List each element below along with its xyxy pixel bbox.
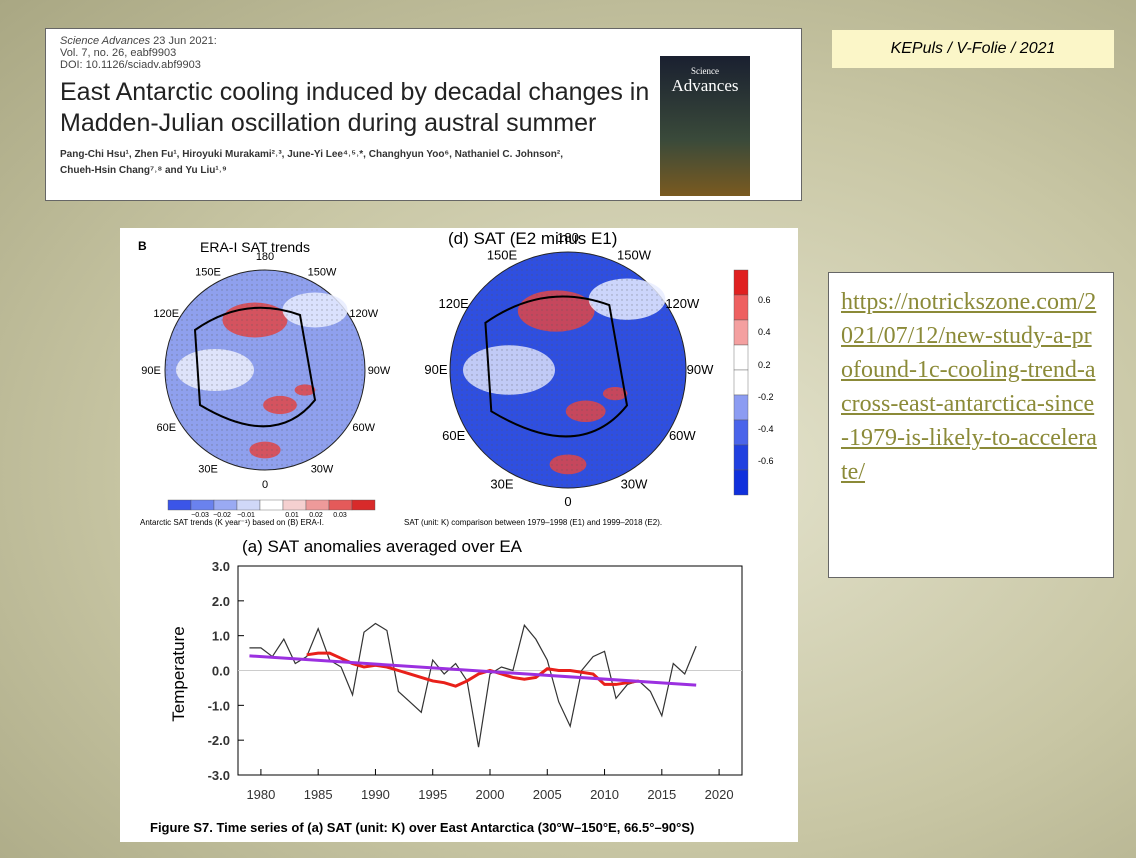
map-hatch [165, 270, 365, 470]
colorbar-cell [260, 500, 283, 510]
longitude-label: 60W [669, 428, 696, 443]
journal: Science Advances [60, 35, 150, 47]
y-tick-label: 2.0 [212, 594, 230, 609]
colorbar-cell [352, 500, 375, 510]
colorbar-label: -0.2 [758, 392, 774, 402]
series-line [249, 623, 696, 747]
longitude-label: 120E [153, 308, 179, 320]
x-tick-label: 2005 [533, 787, 562, 802]
x-tick-label: 2000 [476, 787, 505, 802]
longitude-label: 90E [141, 365, 161, 377]
colorbar-cell [734, 445, 748, 470]
cover-word: Science [660, 66, 750, 76]
y-tick-label: -1.0 [208, 698, 230, 713]
map-caption: SAT (unit: K) comparison between 1979–19… [404, 518, 662, 527]
longitude-label: 90E [424, 362, 447, 377]
longitude-label: 30E [198, 464, 218, 476]
longitude-label: 0 [262, 479, 268, 491]
colorbar-label: −0.01 [237, 512, 255, 519]
colorbar-label: 0.2 [758, 360, 771, 370]
x-tick-label: 2020 [705, 787, 734, 802]
chart-caption: Figure S7. Time series of (a) SAT (unit:… [150, 820, 694, 835]
colorbar-label: 0.4 [758, 327, 771, 337]
longitude-label: 90W [687, 362, 714, 377]
longitude-label: 60E [442, 428, 465, 443]
date: 23 Jun 2021: [153, 35, 217, 47]
map-caption: Antarctic SAT trends (K year⁻¹) based on… [140, 518, 324, 527]
colorbar-cell [734, 295, 748, 320]
y-tick-label: -3.0 [208, 768, 230, 783]
slide-tag: KEPuls / V-Folie / 2021 [832, 30, 1114, 68]
figure: B ERA-I SAT trends (d) SAT (E2 minus E1)… [120, 228, 798, 842]
map-hatch [450, 252, 686, 488]
colorbar-cell [329, 500, 352, 510]
colorbar-cell [734, 395, 748, 420]
x-tick-label: 1980 [246, 787, 275, 802]
panel-label: B [138, 239, 147, 253]
colorbar-label: -0.6 [758, 456, 774, 466]
colorbar-cell [734, 470, 748, 495]
longitude-label: 90W [368, 365, 391, 377]
colorbar-label: 0.6 [758, 295, 771, 305]
longitude-label: 150E [487, 248, 518, 263]
map-title: (d) SAT (E2 minus E1) [448, 229, 617, 248]
y-tick-label: 0.0 [212, 664, 230, 679]
colorbar-label: −0.03 [191, 512, 209, 519]
y-tick-label: 1.0 [212, 629, 230, 644]
colorbar-cell [237, 500, 260, 510]
colorbar-cell [734, 420, 748, 445]
colorbar-cell [734, 270, 748, 295]
colorbar-cell [734, 345, 748, 370]
longitude-label: 150W [308, 266, 337, 278]
cover-word: Advances [660, 76, 750, 96]
longitude-label: 120W [349, 308, 378, 320]
y-tick-label: 3.0 [212, 559, 230, 574]
colorbar-label: 0.01 [285, 512, 299, 519]
colorbar-cell [306, 500, 329, 510]
colorbar-cell [734, 320, 748, 345]
longitude-label: 30E [490, 476, 513, 491]
longitude-label: 180 [256, 251, 274, 263]
chart-title: (a) SAT anomalies averaged over EA [242, 537, 523, 556]
y-tick-label: -2.0 [208, 733, 230, 748]
y-axis-label: Temperature [169, 626, 188, 721]
colorbar-cell [214, 500, 237, 510]
colorbar-label: 0.02 [309, 512, 323, 519]
colorbar-cell [283, 500, 306, 510]
journal-line: Science Advances 23 Jun 2021: [60, 35, 787, 47]
colorbar-cell [191, 500, 214, 510]
longitude-label: 0 [564, 494, 571, 509]
longitude-label: 60W [352, 422, 375, 434]
source-link[interactable]: https://notrickszone.com/2021/07/12/new-… [828, 272, 1114, 578]
figure-svg: B ERA-I SAT trends (d) SAT (E2 minus E1)… [120, 228, 798, 842]
longitude-label: 30W [621, 476, 648, 491]
longitude-label: 180 [557, 230, 579, 245]
longitude-label: 150E [195, 266, 221, 278]
colorbar-cell [734, 370, 748, 395]
longitude-label: 60E [156, 422, 176, 434]
colorbar-label: −0.02 [213, 512, 231, 519]
x-tick-label: 1985 [304, 787, 333, 802]
longitude-label: 120E [438, 296, 469, 311]
longitude-label: 120W [665, 296, 700, 311]
x-tick-label: 2015 [647, 787, 676, 802]
slide: Science Advances 23 Jun 2021: Vol. 7, no… [0, 0, 1136, 858]
longitude-label: 150W [617, 248, 652, 263]
colorbar-label: 0.03 [333, 512, 347, 519]
longitude-label: 30W [311, 464, 334, 476]
x-tick-label: 2010 [590, 787, 619, 802]
colorbar-cell [168, 500, 191, 510]
colorbar-label: -0.4 [758, 424, 774, 434]
x-tick-label: 1995 [418, 787, 447, 802]
x-tick-label: 1990 [361, 787, 390, 802]
